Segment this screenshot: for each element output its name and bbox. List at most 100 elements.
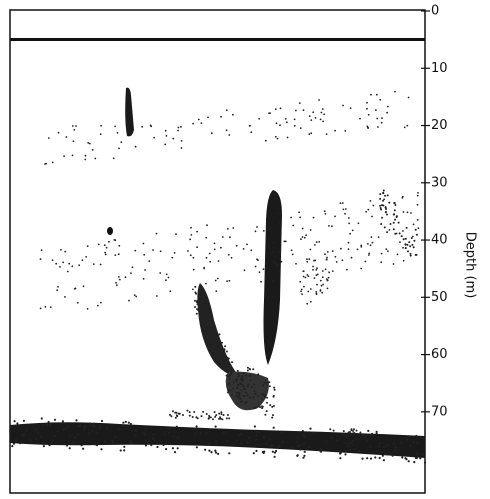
echo-dot [326,279,329,281]
echo-dot [86,308,89,310]
echo-dot [316,283,318,286]
echo-dot [35,428,38,431]
echo-dot [217,347,220,350]
echo-dot [298,445,301,448]
echo-dot [410,212,412,214]
echo-dot [315,274,318,277]
echo-dot [342,430,345,433]
echo-dot [237,373,240,376]
echo-dot [375,93,378,96]
echo-dot [248,396,251,399]
echo-dot [240,442,243,445]
echo-dot [219,417,222,420]
echo-dot [393,209,396,212]
echo-dot [240,377,243,380]
echo-dot [379,204,382,207]
echo-dot [103,244,106,247]
echo-dot [220,115,222,118]
echo-dot [306,274,309,276]
echo-dot [349,107,352,109]
echo-dot [344,453,347,456]
echo-dot [326,256,328,259]
echo-dot [405,458,408,461]
echo-dot [255,438,258,441]
echo-dot [326,287,329,290]
echo-dot [205,309,208,312]
echo-dot [301,430,304,433]
echo-dot [302,442,305,445]
echo-dot [214,451,218,454]
echo-dot [304,276,307,279]
echo-dot [231,393,234,396]
echo-dot [47,420,50,424]
echo-dot [71,154,74,157]
echo-dot [13,420,16,423]
echo-dot [204,448,207,451]
echo-dot [309,300,312,303]
echo-dot [321,276,324,279]
echo-dot [42,445,46,448]
echo-dot [380,261,383,264]
echo-dot [165,273,168,276]
echo-dot [345,436,348,439]
echo-dot [256,226,258,228]
echo-dot [91,424,94,427]
echo-dot [221,418,224,421]
echo-dot [187,250,189,252]
echo-dot [347,442,350,445]
echo-dot [325,440,328,443]
echo-dot [410,237,413,239]
echo-dot [225,374,228,377]
echo-dot [369,200,372,202]
echo-dot [367,429,370,432]
echo-dot [407,250,409,253]
echo-dot [192,256,195,259]
echo-dot [308,133,311,136]
echo-dot [260,392,263,395]
echo-dot [302,270,305,272]
echo-dot [228,452,231,455]
echo-dot [239,400,242,403]
echo-dot [266,220,268,223]
echo-dot [271,450,274,453]
y-tick-label: 40 [431,233,448,248]
echo-dot [351,229,354,232]
echo-dot [63,155,65,158]
echo-dot [51,439,54,442]
echo-dot [112,157,115,160]
echo-dot [376,117,379,120]
echo-dot [131,429,134,432]
echo-dot [159,427,162,430]
echo-dot [271,405,274,408]
echo-dot [205,332,208,335]
echo-dot [113,239,116,241]
echo-dot [279,107,282,110]
echo-dot [37,431,40,434]
echo-dot [227,361,230,364]
echo-dot [308,258,311,261]
echo-dot [186,409,189,412]
echo-dot [195,292,197,295]
echo-dot [347,248,350,251]
echo-dot [171,447,174,450]
echo-dot [196,246,199,249]
echo-dot [177,126,180,129]
echo-dot [246,366,249,369]
echo-dot [407,96,410,99]
echo-dot [152,249,154,251]
echo-dot [306,302,309,305]
echo-dot [286,121,288,124]
echo-dot [88,432,91,435]
echo-dot [407,460,410,463]
echo-dot [22,419,25,422]
echo-dot [254,230,257,233]
echo-dot [55,262,58,265]
echo-dot [237,395,239,398]
echo-dot [100,419,104,423]
echo-dot [263,381,266,384]
echo-dot [131,266,134,269]
echo-dot [371,434,373,437]
echo-dot [352,434,355,437]
echo-dot [223,348,226,351]
echo-dot [277,271,280,273]
